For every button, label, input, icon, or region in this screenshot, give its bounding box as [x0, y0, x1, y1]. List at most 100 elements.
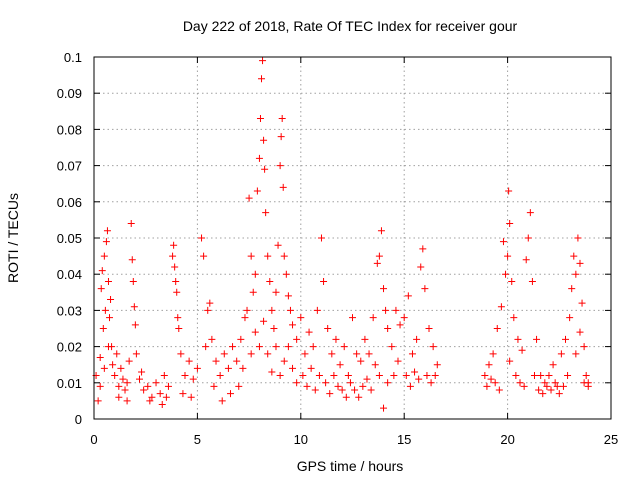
data-point	[206, 299, 214, 307]
data-point	[276, 162, 284, 170]
data-point	[568, 285, 576, 293]
x-tick-label: 10	[294, 432, 308, 447]
data-point	[506, 220, 514, 228]
data-point	[344, 372, 352, 380]
data-point	[530, 372, 538, 380]
data-point	[390, 372, 398, 380]
y-tick-label: 0.08	[57, 122, 82, 137]
data-point	[388, 343, 396, 351]
data-point	[255, 154, 263, 162]
data-point	[506, 357, 514, 365]
data-point	[102, 238, 110, 246]
data-point	[317, 234, 325, 242]
data-point	[253, 187, 261, 195]
data-point	[551, 379, 559, 387]
data-point	[156, 390, 164, 398]
data-point	[553, 382, 561, 390]
data-point	[181, 372, 189, 380]
data-point	[502, 270, 510, 278]
data-point	[104, 343, 112, 351]
data-point	[564, 372, 572, 380]
data-point	[131, 321, 139, 329]
data-point	[404, 292, 412, 300]
data-point	[235, 382, 243, 390]
data-point	[584, 382, 592, 390]
data-point	[411, 368, 419, 376]
data-point	[559, 382, 567, 390]
data-point	[99, 325, 107, 332]
y-tick-label: 0.04	[57, 267, 82, 282]
data-point	[128, 256, 136, 264]
data-point	[130, 303, 138, 311]
data-point	[518, 346, 526, 354]
data-point	[417, 263, 425, 271]
data-point	[169, 252, 177, 260]
data-point	[380, 404, 388, 412]
data-point	[514, 335, 522, 343]
data-point	[508, 277, 516, 285]
data-point	[106, 314, 114, 322]
x-tick-label: 15	[397, 432, 411, 447]
data-point	[208, 335, 216, 343]
y-tick-label: 0.01	[57, 376, 82, 391]
data-point	[264, 350, 272, 358]
data-point	[279, 183, 287, 191]
data-point	[94, 397, 102, 405]
data-point	[419, 245, 427, 253]
data-point	[394, 357, 402, 365]
data-point	[274, 241, 282, 249]
data-point	[152, 379, 160, 387]
data-point	[580, 379, 588, 387]
data-point	[547, 386, 555, 394]
data-point	[320, 277, 328, 285]
data-point	[533, 335, 541, 343]
data-point	[187, 393, 195, 401]
data-point	[260, 136, 268, 144]
data-point	[138, 368, 146, 376]
data-point	[121, 386, 129, 394]
data-point	[309, 343, 317, 351]
data-point	[98, 267, 106, 275]
data-point	[272, 343, 280, 351]
x-tick-label: 25	[604, 432, 618, 447]
data-point	[175, 325, 183, 332]
data-point	[135, 375, 143, 383]
data-point	[258, 75, 266, 83]
data-point	[574, 234, 582, 242]
y-tick-label: 0.03	[57, 303, 82, 318]
data-point	[293, 379, 301, 387]
data-point	[104, 277, 112, 285]
data-point	[239, 364, 247, 372]
data-point	[342, 393, 350, 401]
tick-labels: 0 0.01 0.02 0.03 0.04 0.05 0.06 0.07 0.08 0.09 0.1…	[57, 50, 619, 447]
data-point	[330, 372, 338, 380]
data-point	[115, 382, 123, 390]
chart-title: Day 222 of 2018, Rate Of TEC Index for r…	[183, 18, 518, 34]
data-point	[100, 364, 108, 372]
data-point	[229, 343, 237, 351]
data-point	[499, 238, 507, 246]
data-point	[144, 382, 152, 390]
data-point	[129, 277, 137, 285]
data-point	[241, 314, 249, 322]
data-point	[528, 277, 536, 285]
data-point	[177, 350, 185, 358]
data-point	[380, 285, 388, 293]
data-point	[132, 350, 140, 358]
data-point	[520, 382, 528, 390]
data-point	[336, 361, 344, 369]
data-point	[164, 382, 172, 390]
data-point	[580, 343, 588, 351]
data-point	[396, 321, 404, 329]
data-point	[198, 234, 206, 242]
data-point	[148, 393, 156, 401]
data-point	[127, 220, 135, 228]
data-point	[377, 227, 385, 235]
data-point	[284, 292, 292, 300]
x-tick-label: 20	[500, 432, 514, 447]
data-point	[524, 234, 532, 242]
data-point	[346, 379, 354, 387]
data-point	[272, 288, 280, 296]
data-point	[543, 382, 551, 390]
